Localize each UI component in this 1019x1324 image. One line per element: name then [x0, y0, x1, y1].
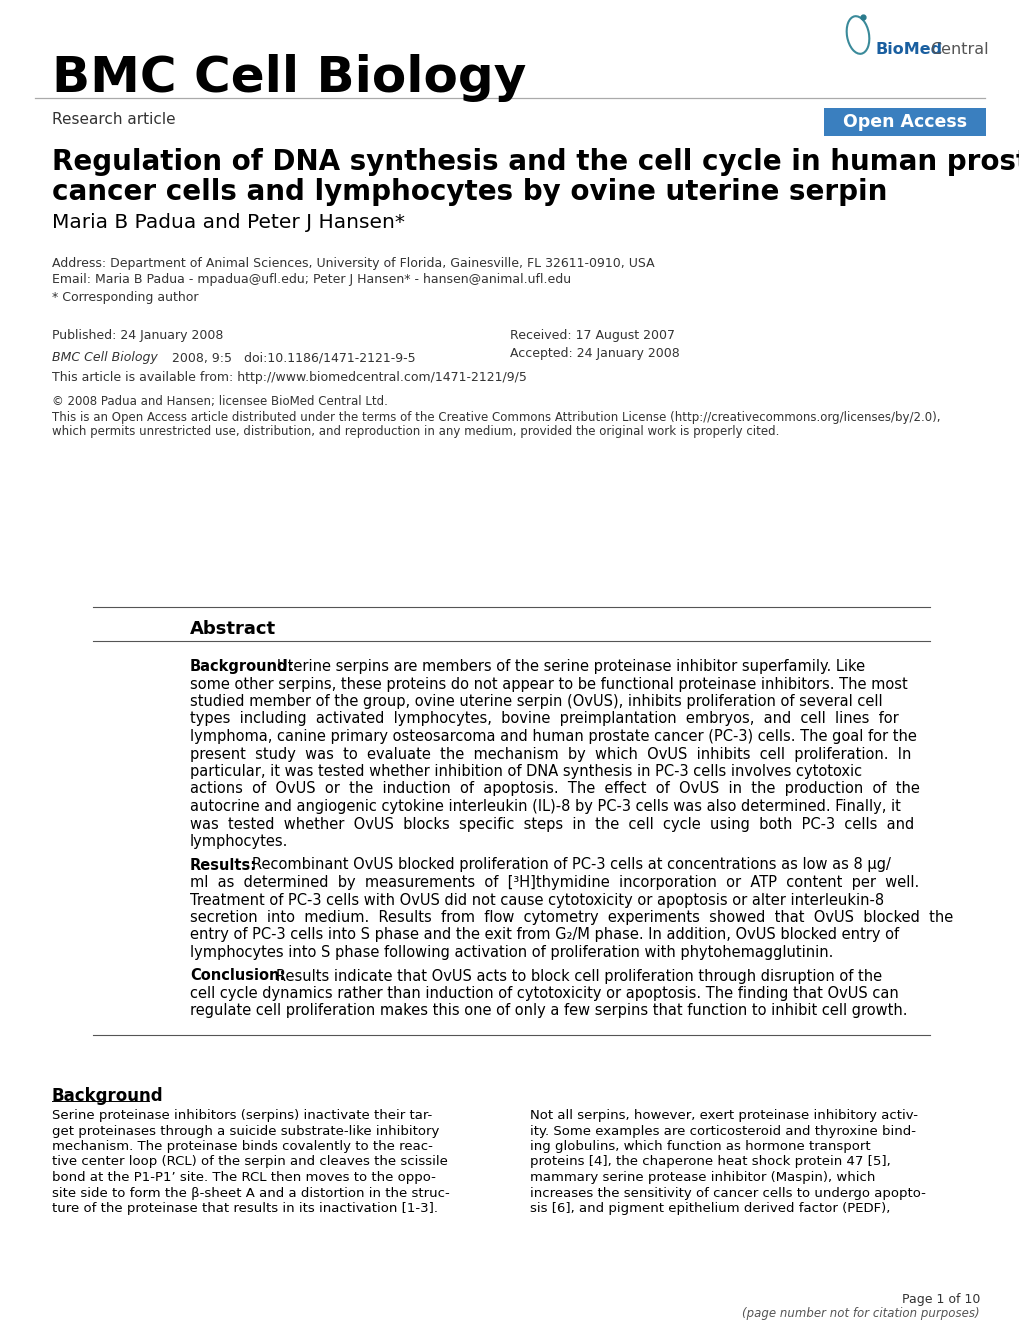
Text: Central: Central — [929, 42, 987, 57]
Text: particular, it was tested whether inhibition of DNA synthesis in PC-3 cells invo: particular, it was tested whether inhibi… — [190, 764, 861, 779]
Text: present  study  was  to  evaluate  the  mechanism  by  which  OvUS  inhibits  ce: present study was to evaluate the mechan… — [190, 747, 911, 761]
Text: was  tested  whether  OvUS  blocks  specific  steps  in  the  cell  cycle  using: was tested whether OvUS blocks specific … — [190, 817, 913, 831]
Text: Abstract: Abstract — [190, 620, 276, 638]
Text: ture of the proteinase that results in its inactivation [1-3].: ture of the proteinase that results in i… — [52, 1202, 437, 1215]
Text: Conclusion:: Conclusion: — [190, 968, 285, 984]
Text: Background:: Background: — [190, 659, 294, 674]
Text: Research article: Research article — [52, 113, 175, 127]
Text: secretion  into  medium.  Results  from  flow  cytometry  experiments  showed  t: secretion into medium. Results from flow… — [190, 910, 953, 925]
Text: This article is available from: http://www.biomedcentral.com/1471-2121/9/5: This article is available from: http://w… — [52, 372, 527, 384]
Text: Serine proteinase inhibitors (serpins) inactivate their tar-: Serine proteinase inhibitors (serpins) i… — [52, 1110, 432, 1121]
Text: Recombinant OvUS blocked proliferation of PC-3 cells at concentrations as low as: Recombinant OvUS blocked proliferation o… — [252, 858, 890, 873]
Text: lymphoma, canine primary osteosarcoma and human prostate cancer (PC-3) cells. Th: lymphoma, canine primary osteosarcoma an… — [190, 730, 916, 744]
Text: Page 1 of 10: Page 1 of 10 — [901, 1294, 979, 1307]
Text: BMC Cell Biology: BMC Cell Biology — [52, 54, 526, 102]
Text: Treatment of PC-3 cells with OvUS did not cause cytotoxicity or apoptosis or alt: Treatment of PC-3 cells with OvUS did no… — [190, 892, 883, 907]
Text: ity. Some examples are corticosteroid and thyroxine bind-: ity. Some examples are corticosteroid an… — [530, 1124, 915, 1137]
Text: 2008, 9:5   doi:10.1186/1471-2121-9-5: 2008, 9:5 doi:10.1186/1471-2121-9-5 — [168, 351, 415, 364]
Text: mammary serine protease inhibitor (Maspin), which: mammary serine protease inhibitor (Maspi… — [530, 1170, 874, 1184]
Text: get proteinases through a suicide substrate-like inhibitory: get proteinases through a suicide substr… — [52, 1124, 439, 1137]
Text: Not all serpins, however, exert proteinase inhibitory activ-: Not all serpins, however, exert proteina… — [530, 1110, 917, 1121]
Text: lymphocytes.: lymphocytes. — [190, 834, 288, 849]
Text: Received: 17 August 2007: Received: 17 August 2007 — [510, 330, 675, 343]
Text: some other serpins, these proteins do not appear to be functional proteinase inh: some other serpins, these proteins do no… — [190, 677, 907, 691]
Text: * Corresponding author: * Corresponding author — [52, 290, 199, 303]
Text: Results indicate that OvUS acts to block cell proliferation through disruption o: Results indicate that OvUS acts to block… — [276, 968, 881, 984]
Text: This is an Open Access article distributed under the terms of the Creative Commo: This is an Open Access article distribut… — [52, 410, 940, 424]
Text: cell cycle dynamics rather than induction of cytotoxicity or apoptosis. The find: cell cycle dynamics rather than inductio… — [190, 986, 898, 1001]
Text: Uterine serpins are members of the serine proteinase inhibitor superfamily. Like: Uterine serpins are members of the serin… — [277, 659, 864, 674]
Text: types  including  activated  lymphocytes,  bovine  preimplantation  embryos,  an: types including activated lymphocytes, b… — [190, 711, 898, 727]
FancyBboxPatch shape — [823, 109, 985, 136]
Text: Results:: Results: — [190, 858, 257, 873]
Text: (page number not for citation purposes): (page number not for citation purposes) — [742, 1308, 979, 1320]
Text: Accepted: 24 January 2008: Accepted: 24 January 2008 — [510, 347, 679, 360]
Text: tive center loop (RCL) of the serpin and cleaves the scissile: tive center loop (RCL) of the serpin and… — [52, 1156, 447, 1169]
Text: Maria B Padua and Peter J Hansen*: Maria B Padua and Peter J Hansen* — [52, 212, 405, 232]
Text: proteins [4], the chaperone heat shock protein 47 [5],: proteins [4], the chaperone heat shock p… — [530, 1156, 890, 1169]
Text: entry of PC-3 cells into S phase and the exit from G₂/M phase. In addition, OvUS: entry of PC-3 cells into S phase and the… — [190, 928, 898, 943]
Text: BMC Cell Biology: BMC Cell Biology — [52, 351, 158, 364]
Text: ing globulins, which function as hormone transport: ing globulins, which function as hormone… — [530, 1140, 870, 1153]
Text: © 2008 Padua and Hansen; licensee BioMed Central Ltd.: © 2008 Padua and Hansen; licensee BioMed… — [52, 396, 387, 409]
Text: actions  of  OvUS  or  the  induction  of  apoptosis.  The  effect  of  OvUS  in: actions of OvUS or the induction of apop… — [190, 781, 919, 797]
Text: autocrine and angiogenic cytokine interleukin (IL)-8 by PC-3 cells was also dete: autocrine and angiogenic cytokine interl… — [190, 798, 900, 814]
Text: regulate cell proliferation makes this one of only a few serpins that function t: regulate cell proliferation makes this o… — [190, 1004, 907, 1018]
Text: Address: Department of Animal Sciences, University of Florida, Gainesville, FL 3: Address: Department of Animal Sciences, … — [52, 257, 654, 270]
Text: site side to form the β-sheet A and a distortion in the struc-: site side to form the β-sheet A and a di… — [52, 1186, 449, 1200]
Text: increases the sensitivity of cancer cells to undergo apopto-: increases the sensitivity of cancer cell… — [530, 1186, 925, 1200]
Text: lymphocytes into S phase following activation of proliferation with phytohemaggl: lymphocytes into S phase following activ… — [190, 945, 833, 960]
Text: Email: Maria B Padua - mpadua@ufl.edu; Peter J Hansen* - hansen@animal.ufl.edu: Email: Maria B Padua - mpadua@ufl.edu; P… — [52, 274, 571, 286]
Text: Background: Background — [52, 1087, 163, 1106]
Text: BioMed: BioMed — [875, 42, 943, 57]
Text: Regulation of DNA synthesis and the cell cycle in human prostate: Regulation of DNA synthesis and the cell… — [52, 148, 1019, 176]
Text: studied member of the group, ovine uterine serpin (OvUS), inhibits proliferation: studied member of the group, ovine uteri… — [190, 694, 881, 708]
Text: ml  as  determined  by  measurements  of  [³H]thymidine  incorporation  or  ATP : ml as determined by measurements of [³H]… — [190, 875, 918, 890]
Text: cancer cells and lymphocytes by ovine uterine serpin: cancer cells and lymphocytes by ovine ut… — [52, 177, 887, 207]
Text: Open Access: Open Access — [842, 113, 966, 131]
Text: bond at the P1-P1’ site. The RCL then moves to the oppo-: bond at the P1-P1’ site. The RCL then mo… — [52, 1170, 435, 1184]
Text: which permits unrestricted use, distribution, and reproduction in any medium, pr: which permits unrestricted use, distribu… — [52, 425, 779, 438]
Text: sis [6], and pigment epithelium derived factor (PEDF),: sis [6], and pigment epithelium derived … — [530, 1202, 890, 1215]
Text: mechanism. The proteinase binds covalently to the reac-: mechanism. The proteinase binds covalent… — [52, 1140, 432, 1153]
Text: Published: 24 January 2008: Published: 24 January 2008 — [52, 330, 223, 343]
